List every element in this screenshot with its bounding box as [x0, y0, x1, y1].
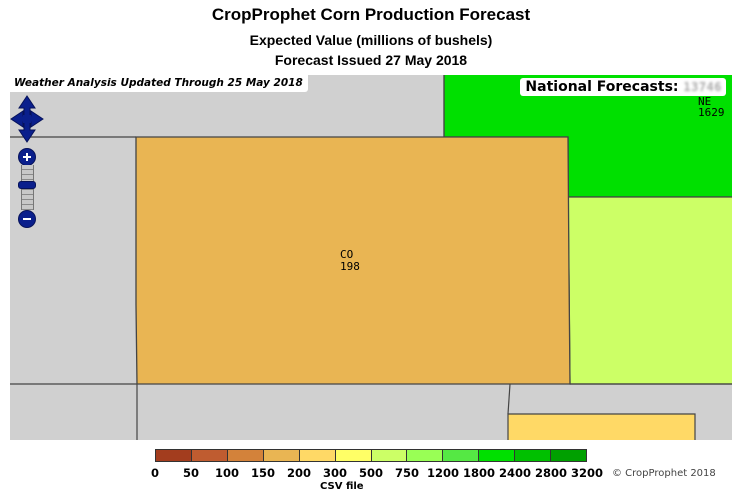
national-forecast-box: National Forecasts: 13746: [520, 78, 726, 96]
map-canvas[interactable]: CO 198 NE 1629: [10, 75, 732, 440]
legend-swatch: [227, 450, 264, 461]
border-nm-ok: [507, 383, 511, 415]
state-oklahoma-panhandle[interactable]: [507, 413, 696, 440]
legend-tick-labels: 0 50 100 150 200 300 500 750 1200 1800 2400 2800 320…: [0, 466, 742, 482]
legend-swatch: [551, 450, 587, 461]
zoom-control[interactable]: [18, 148, 36, 228]
legend-swatch: [443, 450, 480, 461]
national-forecast-label: National Forecasts:: [525, 79, 679, 95]
state-label-co-abbr: CO: [340, 248, 353, 261]
legend-tick-label: 50: [182, 466, 200, 480]
legend-tick-label: 200: [286, 466, 312, 480]
pan-control[interactable]: [10, 95, 44, 143]
legend-swatch: [156, 450, 192, 461]
legend-tick-label: 300: [322, 466, 348, 480]
weather-update-badge: Weather Analysis Updated Through 25 May …: [10, 75, 308, 92]
copyright-notice: © CropProphet 2018: [612, 468, 716, 479]
legend-swatch: [191, 450, 228, 461]
legend-swatch: [479, 450, 516, 461]
legend-tick-label: 2400: [498, 466, 532, 480]
pan-left-icon[interactable]: [10, 110, 26, 128]
page-subtitle: Expected Value (millions of bushels): [249, 32, 493, 48]
zoom-out-button[interactable]: [18, 210, 36, 228]
state-label-ne-abbr: NE: [698, 95, 711, 108]
state-label-co-value: 198: [340, 260, 360, 273]
pan-arrows-icon[interactable]: [10, 95, 44, 143]
national-forecast-value: 13746: [683, 80, 722, 94]
legend-tick-label: 0: [150, 466, 160, 480]
zoom-in-button[interactable]: [18, 148, 36, 166]
legend-color-bar: [155, 449, 587, 462]
state-kansas[interactable]: [567, 196, 732, 385]
forecast-issued-date: Forecast Issued 27 May 2018: [274, 52, 468, 68]
state-label-ne-value: 1629: [698, 106, 725, 119]
legend-tick-label: 1800: [462, 466, 496, 480]
legend-tick-label: 2800: [534, 466, 568, 480]
pan-right-icon[interactable]: [28, 110, 44, 128]
legend-swatch: [335, 450, 372, 461]
legend-swatch: [299, 450, 336, 461]
legend-tick-label: 150: [250, 466, 276, 480]
legend-swatch: [515, 450, 552, 461]
legend-tick-label: 3200: [570, 466, 604, 480]
legend-tick-label: 500: [358, 466, 384, 480]
forecast-map[interactable]: CO 198 NE 1629 Weather Analysis Updated …: [10, 75, 732, 440]
legend-tick-label: 1200: [426, 466, 460, 480]
legend-tick-label: 750: [394, 466, 420, 480]
pan-center: [23, 115, 31, 123]
zoom-slider-thumb[interactable]: [18, 181, 36, 189]
legend-swatch: [407, 450, 444, 461]
legend-swatch: [263, 450, 300, 461]
legend-tick-label: 100: [214, 466, 240, 480]
page-title: CropProphet Corn Production Forecast: [211, 5, 531, 24]
legend-swatch: [371, 450, 408, 461]
